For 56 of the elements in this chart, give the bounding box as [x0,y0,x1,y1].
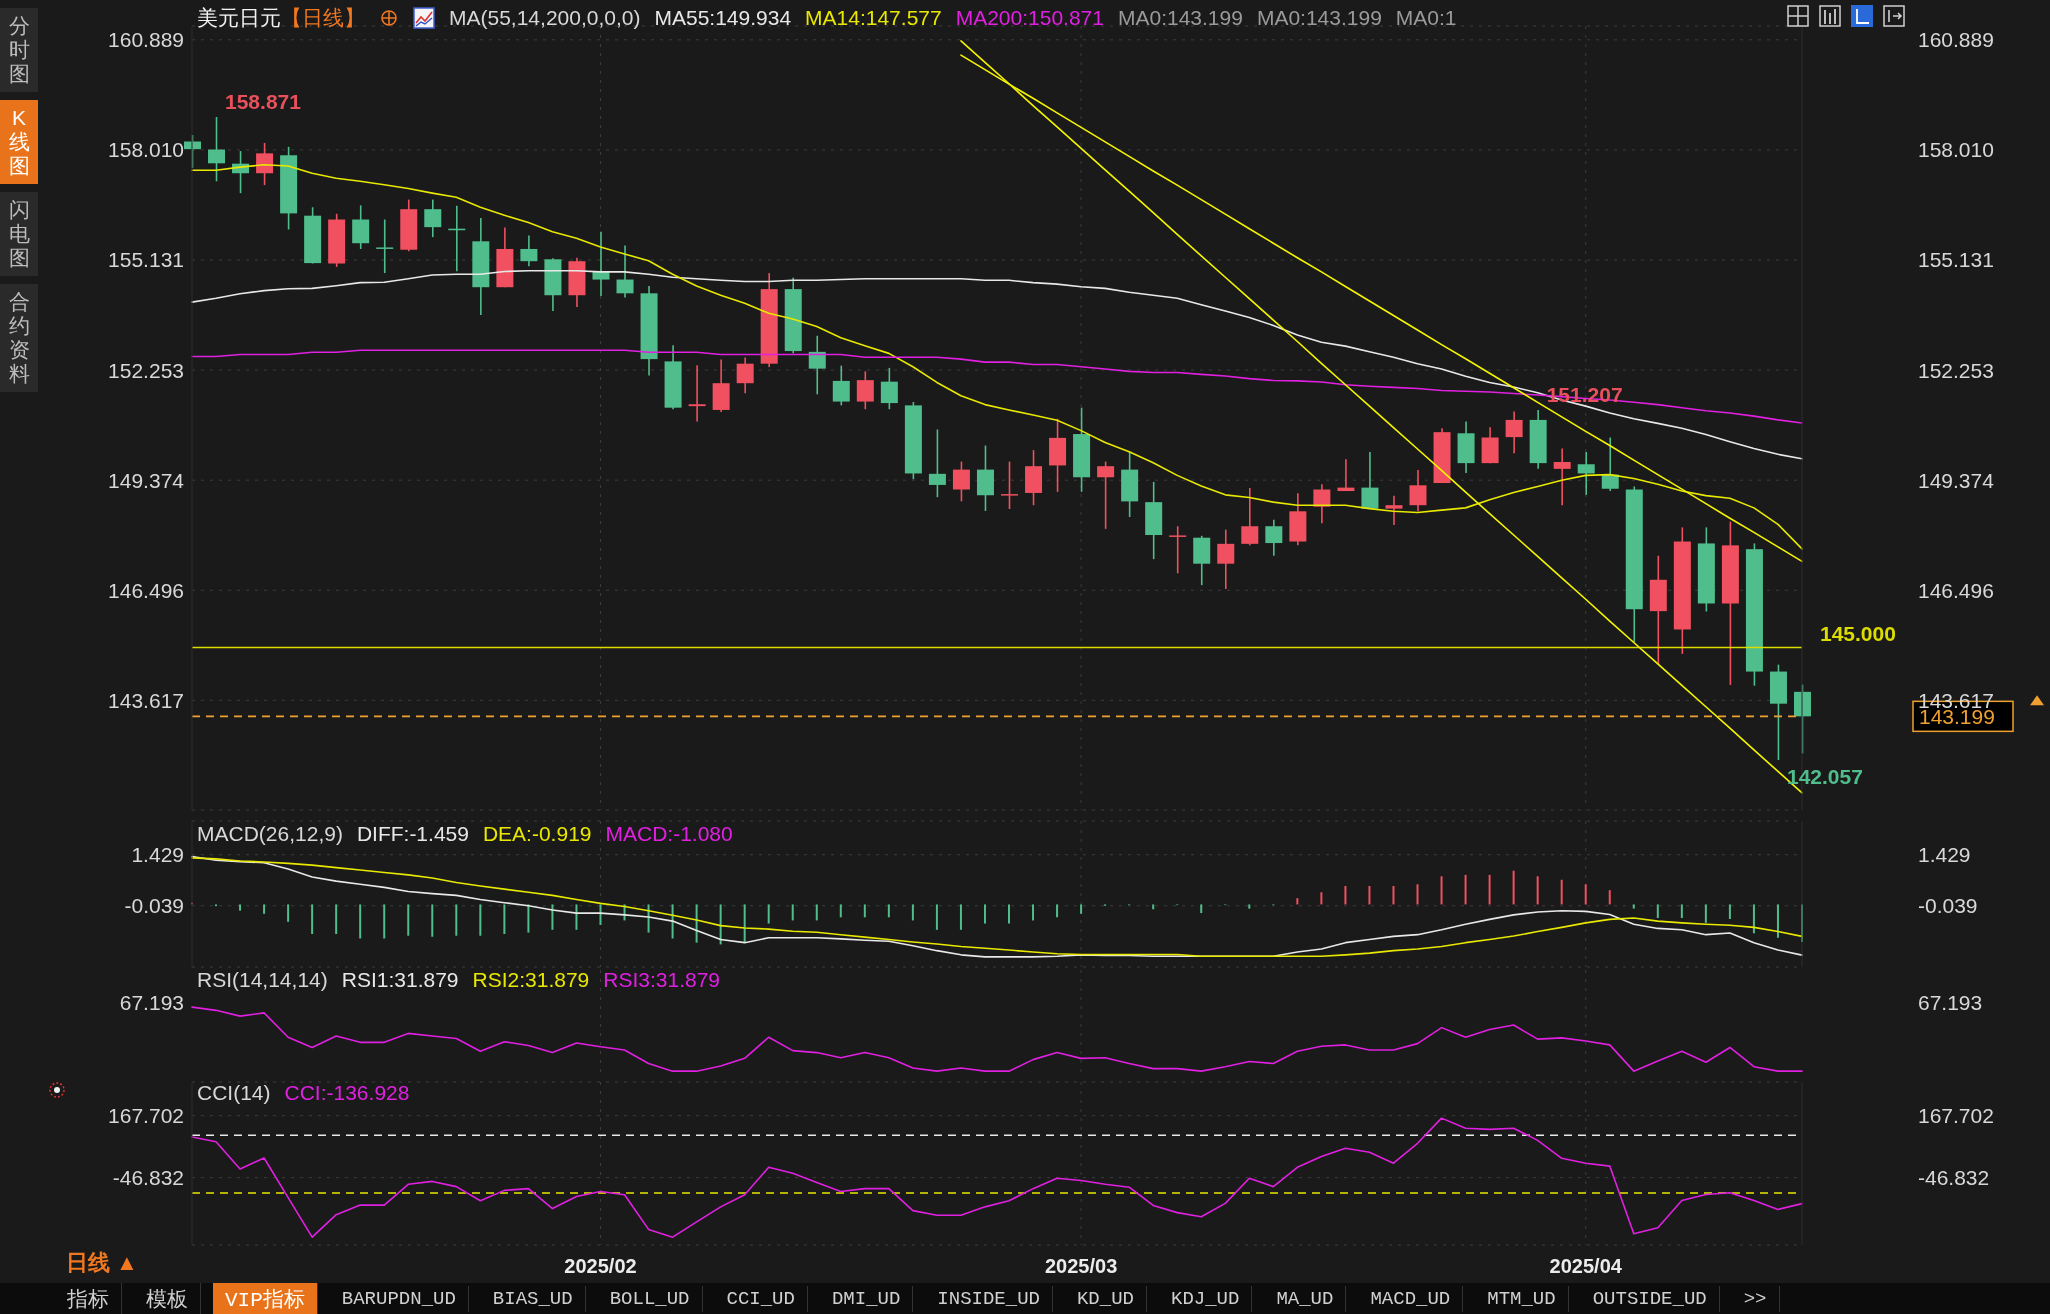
text: 指标 [67,1286,109,1310]
series-label: DIFF:-1.459 [356,822,469,845]
text: BARUPDN_UD [341,1287,456,1310]
y-tick-label: 155.131 [1918,248,1994,272]
annotation: 67.193 [119,991,184,1014]
text: INSIDE_UD [937,1287,1040,1310]
text: BOLL_UD [609,1287,690,1310]
text: MA55:149.934 [654,6,792,29]
legend-title: MACD(26,12,9) [197,822,343,845]
text: 模板 [146,1286,188,1310]
text: MA200:150.871 [955,6,1104,29]
text: 闪电图 [8,198,30,269]
legend-label: RSI1:31.879 [341,968,459,991]
text: OUTSIDE_UD [1592,1287,1707,1310]
y-tick-label: 167.702 [1918,1104,1994,1128]
text: CCI_UD [726,1287,795,1310]
x-tick-label: 2025/02 [564,1255,637,1277]
text: MTM_UD [1487,1287,1556,1310]
y-tick-label: 146.496 [1918,578,1994,602]
legend-title: MA(55,14,200,0,0,0) [449,6,641,29]
text: 67.193 [1918,991,1983,1014]
text: CCI:-136.928 [284,1081,410,1104]
legend-label: RSI2:31.879 [472,968,590,991]
y-tick-label: 149.374 [1918,468,1995,492]
text: MACD:-1.080 [605,822,733,845]
legend-title: RSI(14,14,14) [197,968,328,991]
text: DMI_UD [831,1287,901,1310]
text: KD_UD [1076,1287,1134,1310]
series-label: DEA:-0.919 [482,822,592,845]
annotation: MA0:143.199 [1117,6,1243,29]
y-tick-label: 152.253 [1918,358,1994,382]
text: VIP指标 [225,1288,305,1312]
annotation: MA0:143.199 [1256,6,1382,29]
y-tick-label: -46.832 [1918,1166,1990,1190]
x-tick-label: 2025/04 [1549,1255,1623,1277]
y-tick-label: 158.010 [1918,138,1994,162]
text: 日线 ▲ [66,1250,138,1275]
text: 合约资料 [8,290,30,385]
text: BIAS_UD [492,1287,573,1310]
text: MA14:147.577 [805,6,942,29]
chart-title: 美元日元 [197,6,281,29]
annotation: 142.057 [1786,765,1863,789]
y-tick-label: 160.889 [1918,28,1994,52]
text: MACD_UD [1370,1287,1451,1310]
text: >> [1743,1287,1767,1310]
annotation: 158.871 [225,89,302,113]
ref-line-label: 145.000 [1820,622,1896,646]
text: KDJ_UD [1170,1287,1240,1310]
annotation: MA0:1 [1395,6,1457,29]
chart-subtitle: 【日线】 [281,6,365,29]
x-tick-label: 2025/03 [1044,1255,1118,1277]
text: RSI3:31.879 [603,968,721,991]
text: K线图 [8,106,30,177]
text: MA_UD [1276,1287,1334,1310]
text: 分时图 [8,14,30,85]
legend-title: CCI(14) [197,1081,271,1104]
